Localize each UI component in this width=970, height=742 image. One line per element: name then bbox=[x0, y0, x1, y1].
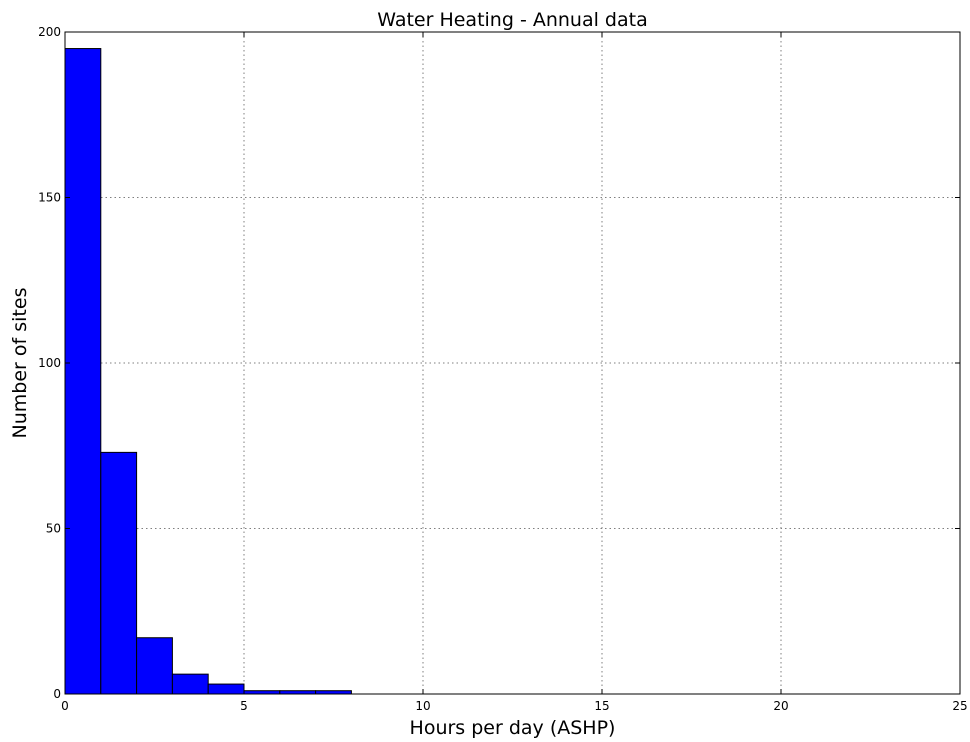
x-tick-label: 20 bbox=[773, 699, 788, 713]
histogram-bar bbox=[172, 674, 208, 694]
y-axis-label: Number of sites bbox=[9, 288, 31, 439]
x-tick-label: 5 bbox=[240, 699, 248, 713]
chart-title: Water Heating - Annual data bbox=[377, 9, 647, 31]
histogram-bars bbox=[65, 49, 351, 694]
axis-ticks: 0 5 10 15 20 25 0 50 100 150 200 bbox=[38, 25, 968, 713]
histogram-bar bbox=[101, 452, 137, 694]
grid-lines bbox=[65, 32, 960, 694]
x-axis-label: Hours per day (ASHP) bbox=[410, 717, 616, 739]
histogram-bar bbox=[65, 49, 101, 694]
y-tick-label: 0 bbox=[53, 687, 61, 701]
histogram-bar bbox=[208, 684, 244, 694]
y-tick-label: 100 bbox=[38, 356, 61, 370]
x-tick-label: 10 bbox=[415, 699, 430, 713]
x-tick-label: 0 bbox=[61, 699, 69, 713]
histogram-bar bbox=[137, 638, 173, 694]
y-tick-label: 200 bbox=[38, 25, 61, 39]
y-tick-label: 50 bbox=[46, 522, 61, 536]
x-tick-label: 15 bbox=[594, 699, 609, 713]
x-tick-label: 25 bbox=[952, 699, 967, 713]
y-tick-label: 150 bbox=[38, 191, 61, 205]
